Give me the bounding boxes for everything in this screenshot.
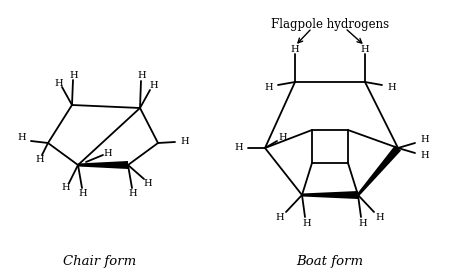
Text: H: H [234, 143, 243, 153]
Text: H: H [376, 213, 384, 222]
Text: H: H [62, 182, 70, 191]
Text: H: H [265, 83, 273, 92]
Text: H: H [359, 218, 367, 227]
Text: H: H [279, 133, 287, 143]
Text: H: H [144, 179, 152, 187]
Text: H: H [420, 151, 428, 160]
Text: H: H [36, 155, 44, 163]
Text: H: H [70, 71, 78, 80]
Polygon shape [357, 145, 401, 196]
Text: H: H [18, 133, 26, 143]
Text: Chair form: Chair form [63, 255, 137, 268]
Text: H: H [129, 189, 137, 198]
Text: H: H [138, 71, 146, 81]
Text: H: H [420, 136, 428, 145]
Text: H: H [104, 148, 112, 158]
Text: H: H [291, 44, 299, 54]
Text: H: H [276, 213, 284, 222]
Text: H: H [180, 136, 189, 146]
Text: H: H [387, 83, 396, 92]
Text: H: H [55, 78, 63, 88]
Text: Flagpole hydrogens: Flagpole hydrogens [271, 18, 389, 31]
Text: Boat form: Boat form [297, 255, 364, 268]
Text: H: H [361, 44, 369, 54]
Text: H: H [303, 218, 311, 227]
Polygon shape [302, 191, 358, 199]
Text: H: H [79, 189, 87, 198]
Polygon shape [78, 161, 128, 169]
Text: H: H [150, 81, 158, 90]
